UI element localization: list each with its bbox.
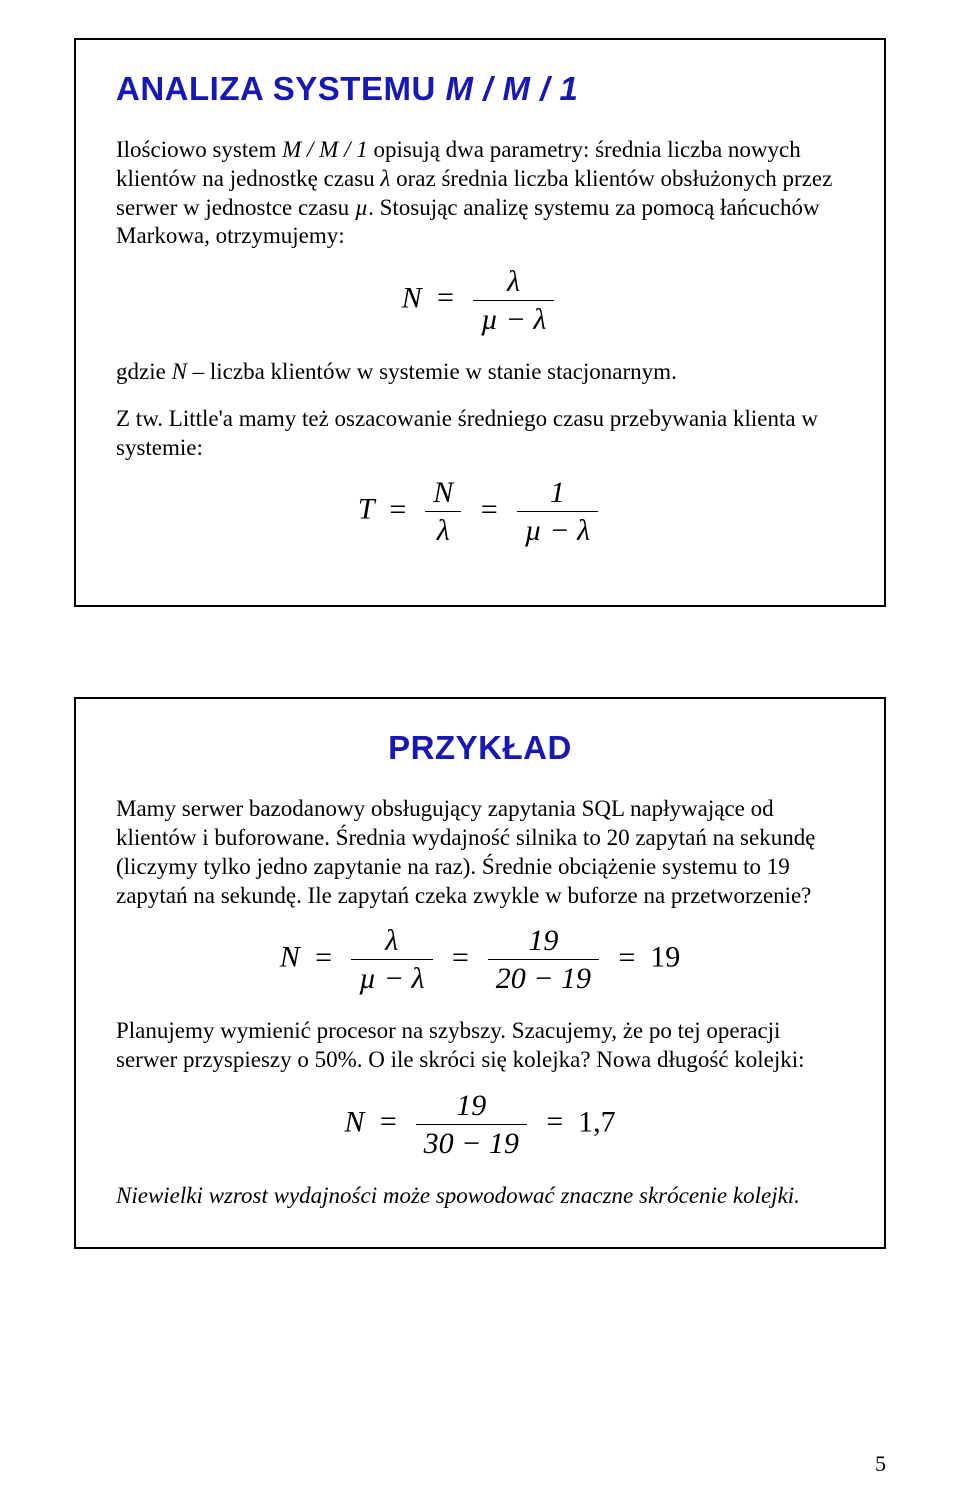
para-intro: Ilościowo system M / M / 1 opisują dwa p… [116, 136, 844, 251]
text: – liczba klientów w systemie w stanie st… [187, 359, 677, 384]
numerator: 1 [517, 476, 599, 512]
equals: = [382, 493, 414, 526]
formula-lhs: N [402, 281, 422, 314]
mu-symbol: µ [355, 195, 368, 220]
formula-result: 1,7 [578, 1105, 616, 1138]
formula-example-n: N = λ µ − λ = 19 20 − 19 = 19 [116, 924, 844, 995]
equals: = [429, 281, 461, 314]
panel-analysis: ANALIZA SYSTEMU M / M / 1 Ilościowo syst… [74, 38, 886, 607]
equals: = [611, 941, 643, 974]
lambda-symbol: λ [380, 166, 390, 191]
fraction-numeric: 19 20 − 19 [488, 924, 599, 995]
fraction-1: N λ [425, 476, 461, 547]
title-italic-part: M / M / 1 [445, 70, 578, 107]
para-example-intro: Mamy serwer bazodanowy obsługujący zapyt… [116, 795, 844, 910]
para-little: Z tw. Little'a mamy też oszacowanie śred… [116, 405, 844, 463]
equals: = [444, 941, 476, 974]
equals: = [372, 1105, 404, 1138]
denominator: 20 − 19 [488, 960, 599, 995]
para-upgrade: Planujemy wymienić procesor na szybszy. … [116, 1017, 844, 1075]
formula-lhs: T [358, 493, 374, 526]
mm1-symbol: M / M / 1 [282, 137, 368, 162]
text: Ilościowo system [116, 137, 282, 162]
formula-t: T = N λ = 1 µ − λ [116, 476, 844, 547]
fraction-symbolic: λ µ − λ [351, 924, 433, 995]
formula-upgrade-n: N = 19 30 − 19 = 1,7 [116, 1089, 844, 1160]
numerator: N [425, 476, 461, 512]
fraction: 19 30 − 19 [416, 1089, 527, 1160]
equals: = [307, 941, 339, 974]
title-example: PRZYKŁAD [116, 729, 844, 767]
title-text: ANALIZA SYSTEMU [116, 70, 445, 107]
numerator: 19 [488, 924, 599, 960]
numerator: 19 [416, 1089, 527, 1125]
denominator: 30 − 19 [416, 1125, 527, 1160]
denominator: µ − λ [351, 960, 433, 995]
formula-result: 19 [650, 941, 680, 974]
fraction-2: 1 µ − λ [517, 476, 599, 547]
note-conclusion: Niewielki wzrost wydajności może spowodo… [116, 1182, 844, 1211]
n-symbol: N [172, 359, 187, 384]
denominator: µ − λ [517, 512, 599, 547]
text: gdzie [116, 359, 172, 384]
panel-example: PRZYKŁAD Mamy serwer bazodanowy obsługuj… [74, 697, 886, 1248]
page-number: 5 [875, 1451, 886, 1477]
denominator: λ [425, 512, 461, 547]
equals: = [473, 493, 505, 526]
title-analysis: ANALIZA SYSTEMU M / M / 1 [116, 70, 844, 108]
formula-lhs: N [280, 941, 300, 974]
numerator: λ [473, 265, 555, 301]
denominator: µ − λ [473, 301, 555, 336]
para-where: gdzie N – liczba klientów w systemie w s… [116, 358, 844, 387]
equals: = [538, 1105, 570, 1138]
formula-lhs: N [344, 1105, 364, 1138]
formula-n: N = λ µ − λ [116, 265, 844, 336]
numerator: λ [351, 924, 433, 960]
fraction: λ µ − λ [473, 265, 555, 336]
